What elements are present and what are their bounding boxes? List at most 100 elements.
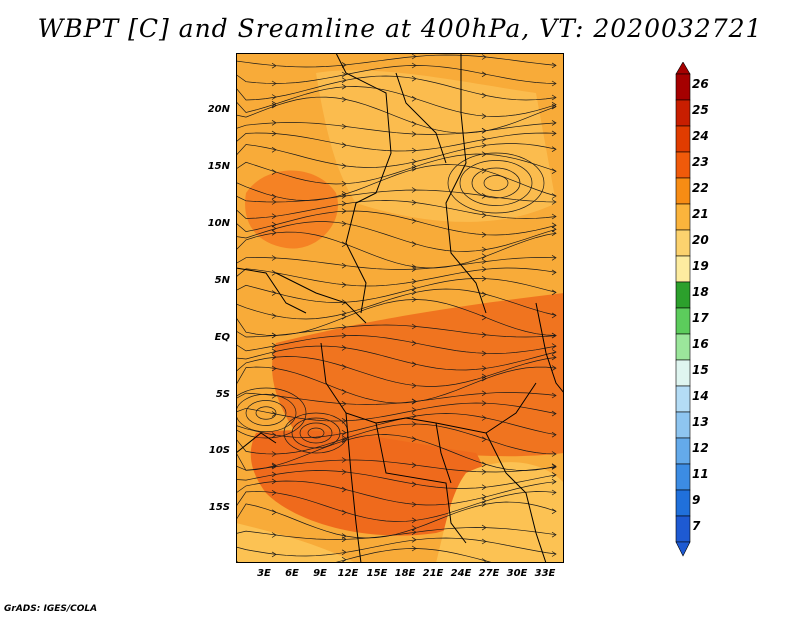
streamline-arrow: [481, 232, 487, 238]
colorbar-label: 14: [692, 389, 709, 403]
streamline-arrow: [271, 255, 277, 261]
streamline-arrow: [271, 94, 277, 100]
streamline-arrow: [551, 199, 557, 205]
streamline-arrow: [551, 365, 557, 371]
streamline-arrow: [551, 489, 557, 496]
colorbar-label: 17: [692, 311, 709, 325]
streamline-arrow: [271, 130, 277, 137]
streamline-arrow: [551, 103, 557, 110]
streamline-arrow: [481, 253, 487, 259]
lon-label: 3E: [257, 568, 271, 579]
streamline-arrow: [481, 71, 487, 78]
streamline-arrow: [551, 255, 557, 261]
streamline: [236, 402, 557, 422]
streamline-arrow: [341, 469, 347, 475]
streamline-arrow: [271, 365, 277, 372]
streamline-arrow: [271, 230, 277, 236]
streamline-arrow: [551, 62, 557, 69]
streamline-arrow: [341, 180, 347, 187]
streamline-arrow: [271, 221, 277, 228]
streamline-arrow: [341, 220, 347, 227]
streamline-arrow: [341, 324, 347, 330]
vortex-ring: [255, 406, 277, 420]
streamline-arrow: [551, 168, 557, 174]
streamline-arrow: [551, 80, 557, 87]
country-borders: [236, 53, 564, 563]
streamline-arrow: [411, 525, 417, 531]
streamline-arrow: [551, 508, 557, 515]
streamline-arrow: [481, 258, 487, 265]
streamline-arrow: [411, 517, 417, 524]
colorbar-segment: [675, 359, 691, 387]
vortex-ring: [307, 427, 325, 439]
colorbar-segment: [675, 281, 691, 309]
streamline-arrow: [551, 392, 557, 399]
streamline-arrow: [341, 193, 347, 199]
streamline-arrow: [341, 142, 347, 148]
streamline-arrow: [481, 151, 487, 157]
streamline-arrow: [411, 340, 417, 346]
colorbar-segment: [675, 151, 691, 179]
streamline-arrow: [341, 163, 347, 169]
streamline-arrow: [551, 464, 557, 470]
streamline: [236, 356, 557, 387]
streamline: [236, 527, 557, 540]
streamline-arrow: [411, 278, 417, 285]
streamline-arrow: [481, 54, 487, 60]
streamline-arrow: [271, 490, 277, 496]
streamline-arrow: [271, 80, 277, 87]
streamline-arrow: [551, 146, 557, 152]
streamline: [236, 288, 557, 320]
streamline: [236, 86, 557, 117]
streamline-arrow: [551, 410, 557, 417]
streamline-arrow: [271, 270, 277, 276]
vortex-ring: [447, 152, 545, 214]
lat-label: 10S: [208, 445, 230, 456]
lon-label: 12E: [337, 568, 359, 579]
streamline-arrow: [481, 365, 487, 372]
streamline-arrow: [551, 463, 557, 469]
streamline: [236, 392, 557, 405]
streamline-arrow: [341, 71, 347, 78]
color-bar: [675, 62, 691, 557]
streamline-arrow: [341, 364, 347, 370]
streamline: [236, 434, 557, 471]
streamline: [236, 153, 557, 185]
streamline-arrow: [341, 241, 347, 248]
streamline-arrow: [481, 168, 487, 174]
lat-label: 20N: [207, 104, 230, 115]
streamline-arrow: [411, 53, 417, 60]
colorbar-label: 11: [692, 467, 709, 481]
streamline-arrow: [481, 400, 487, 406]
colorbar-segment: [675, 203, 691, 231]
streamline-arrow: [481, 484, 487, 490]
northwest-warm-region: [245, 170, 338, 249]
map-title: WBPT [C] and Sreamline at 400hPa, VT: 20…: [37, 14, 763, 43]
streamline-arrow: [551, 289, 557, 296]
vortex-ring: [471, 167, 521, 199]
streamline: [236, 231, 557, 269]
streamline-arrow: [411, 158, 417, 165]
streamline-arrow: [271, 290, 277, 296]
streamline-arrow: [411, 121, 417, 127]
lon-label: 6E: [285, 568, 299, 579]
colorbar-segment: [675, 515, 691, 543]
streamline-arrow: [411, 75, 417, 82]
streamline-arrow: [481, 142, 487, 148]
vortex-ring: [236, 393, 297, 433]
streamline-arrow: [411, 218, 417, 224]
streamline: [236, 324, 557, 338]
lon-label: 27E: [478, 568, 500, 579]
streamline-arrow: [481, 212, 487, 218]
streamline-arrow: [481, 390, 487, 397]
streamline-arrow: [271, 147, 277, 153]
streamline-arrow: [271, 509, 277, 516]
streamline-arrow: [551, 478, 557, 485]
colorbar-label: 12: [692, 441, 709, 455]
streamline-arrow: [271, 225, 277, 232]
streamline-arrow: [271, 199, 277, 205]
streamline: [236, 75, 557, 101]
streamline-arrow: [551, 332, 557, 339]
streamline-arrow: [411, 545, 417, 552]
streamline-arrow: [411, 165, 417, 172]
